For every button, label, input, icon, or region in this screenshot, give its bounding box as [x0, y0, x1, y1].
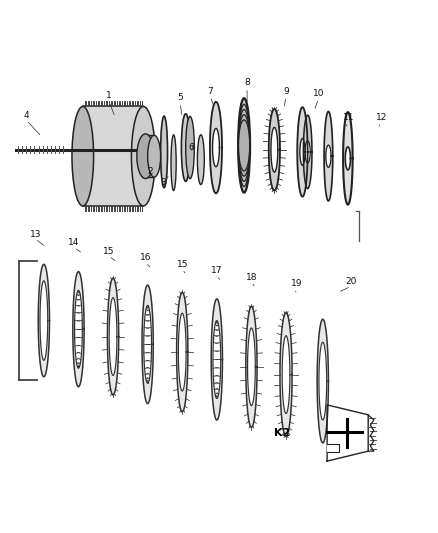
Polygon shape — [345, 147, 350, 170]
Polygon shape — [305, 141, 310, 163]
Text: K2: K2 — [274, 428, 290, 438]
Text: 20: 20 — [345, 277, 357, 286]
Ellipse shape — [72, 107, 94, 206]
Polygon shape — [73, 272, 84, 387]
Ellipse shape — [238, 115, 250, 176]
Polygon shape — [210, 102, 222, 193]
Text: 2: 2 — [147, 167, 152, 176]
Text: 17: 17 — [211, 266, 223, 276]
Ellipse shape — [186, 117, 194, 179]
Text: 12: 12 — [375, 113, 387, 122]
Ellipse shape — [161, 116, 168, 188]
Polygon shape — [246, 306, 257, 427]
Text: 18: 18 — [246, 273, 257, 282]
Text: 11: 11 — [343, 113, 354, 122]
Text: 15: 15 — [103, 247, 114, 256]
Polygon shape — [211, 299, 223, 420]
Polygon shape — [144, 305, 152, 383]
Ellipse shape — [171, 135, 176, 191]
Text: 3: 3 — [160, 177, 166, 187]
Ellipse shape — [238, 99, 250, 192]
Polygon shape — [247, 328, 255, 406]
Polygon shape — [142, 285, 153, 403]
Polygon shape — [269, 109, 280, 190]
Ellipse shape — [131, 107, 155, 206]
Polygon shape — [212, 128, 219, 167]
Polygon shape — [40, 281, 48, 360]
Ellipse shape — [181, 114, 190, 181]
Polygon shape — [319, 342, 327, 420]
Ellipse shape — [238, 120, 250, 171]
Polygon shape — [107, 278, 119, 395]
Text: 1: 1 — [106, 91, 112, 100]
Text: 16: 16 — [140, 253, 151, 262]
Text: 8: 8 — [244, 78, 250, 87]
Polygon shape — [343, 112, 353, 205]
Polygon shape — [317, 319, 328, 443]
Polygon shape — [271, 127, 278, 172]
Polygon shape — [282, 336, 290, 414]
Polygon shape — [280, 313, 292, 437]
Polygon shape — [324, 111, 333, 201]
Text: 4: 4 — [24, 111, 29, 119]
Polygon shape — [177, 293, 188, 412]
Ellipse shape — [137, 134, 154, 179]
Text: 5: 5 — [177, 93, 183, 102]
Text: 6: 6 — [188, 143, 194, 152]
Text: 14: 14 — [68, 238, 80, 247]
Polygon shape — [109, 297, 117, 375]
Polygon shape — [327, 444, 339, 453]
Text: 9: 9 — [283, 87, 289, 96]
Ellipse shape — [198, 135, 204, 184]
Text: 13: 13 — [29, 230, 41, 239]
Polygon shape — [213, 320, 221, 398]
Text: 15: 15 — [177, 260, 188, 269]
Polygon shape — [38, 264, 49, 377]
Text: 19: 19 — [291, 279, 303, 288]
Polygon shape — [297, 107, 307, 197]
Ellipse shape — [238, 104, 250, 187]
Ellipse shape — [148, 135, 161, 177]
Polygon shape — [300, 139, 305, 165]
Polygon shape — [178, 313, 186, 391]
Text: 10: 10 — [313, 89, 324, 98]
Polygon shape — [74, 290, 82, 368]
FancyBboxPatch shape — [83, 107, 143, 206]
Polygon shape — [304, 115, 312, 189]
Ellipse shape — [238, 109, 250, 181]
Polygon shape — [326, 145, 331, 167]
Text: 7: 7 — [208, 87, 213, 96]
